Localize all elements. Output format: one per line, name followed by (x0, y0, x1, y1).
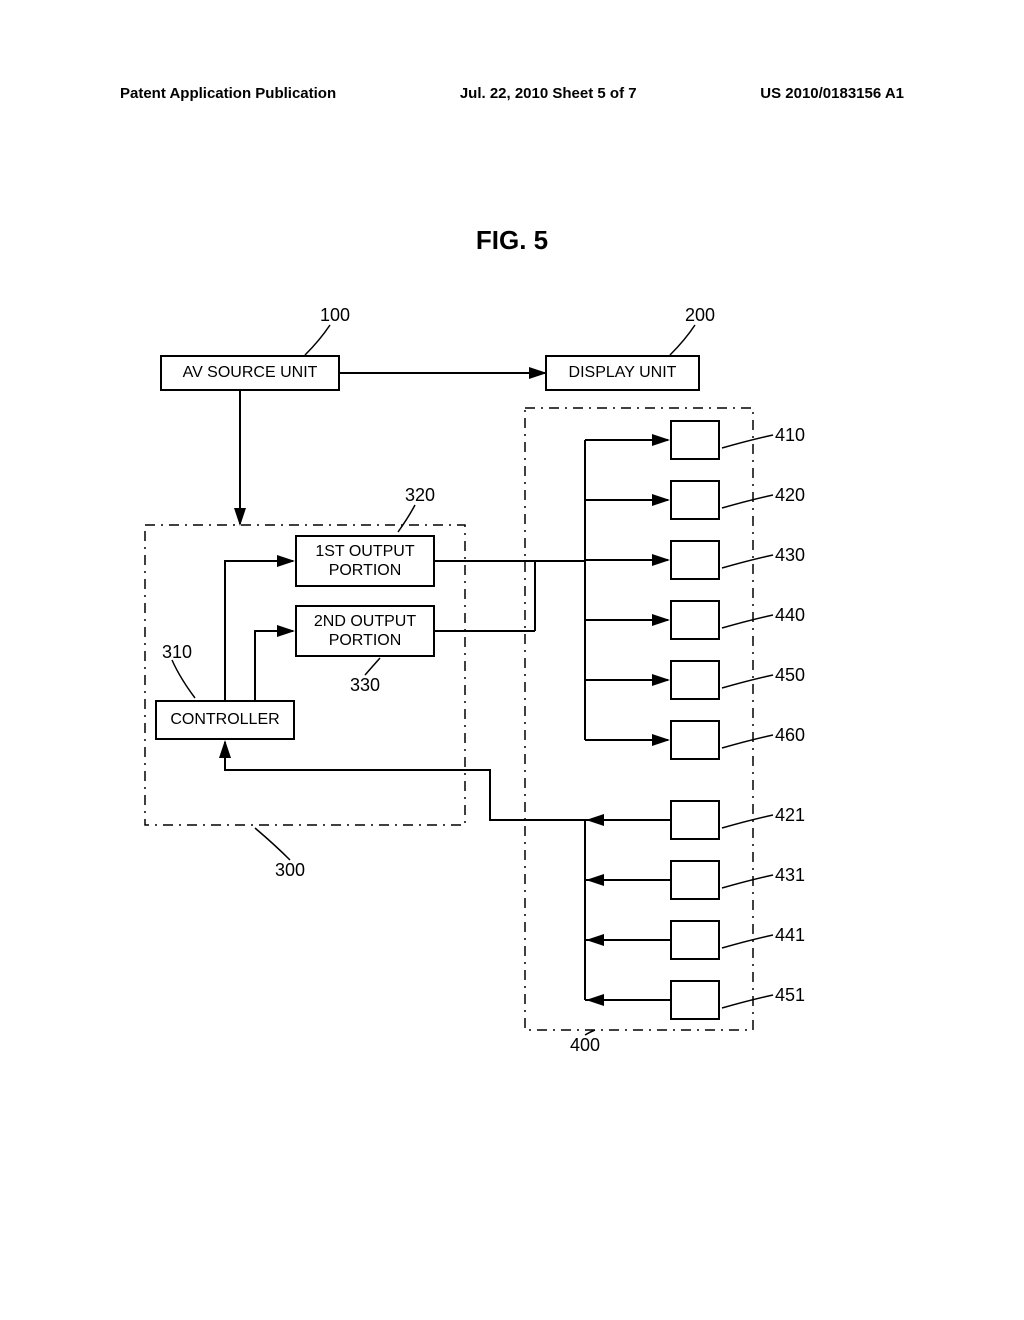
box-451 (670, 980, 720, 1020)
display-label: DISPLAY UNIT (569, 363, 677, 382)
ref-441: 441 (775, 925, 805, 946)
header-left: Patent Application Publication (120, 85, 336, 102)
display-box: DISPLAY UNIT (545, 355, 700, 391)
out1-label: 1ST OUTPUT PORTION (315, 542, 414, 580)
ref-451: 451 (775, 985, 805, 1006)
controller-box: CONTROLLER (155, 700, 295, 740)
out2-box: 2ND OUTPUT PORTION (295, 605, 435, 657)
ref-330: 330 (350, 675, 380, 696)
box-431 (670, 860, 720, 900)
box-441 (670, 920, 720, 960)
ref-450: 450 (775, 665, 805, 686)
ref-430: 430 (775, 545, 805, 566)
box-410 (670, 420, 720, 460)
ref-320: 320 (405, 485, 435, 506)
box-420 (670, 480, 720, 520)
ref-431: 431 (775, 865, 805, 886)
ref-300: 300 (275, 860, 305, 881)
out1-box: 1ST OUTPUT PORTION (295, 535, 435, 587)
ref-421: 421 (775, 805, 805, 826)
box-450 (670, 660, 720, 700)
controller-label: CONTROLLER (170, 710, 279, 729)
wiring-svg (140, 300, 880, 1040)
header-center: Jul. 22, 2010 Sheet 5 of 7 (460, 85, 637, 102)
ref-420: 420 (775, 485, 805, 506)
av-source-label: AV SOURCE UNIT (183, 363, 318, 382)
diagram-container: AV SOURCE UNIT DISPLAY UNIT 1ST OUTPUT P… (140, 300, 880, 1040)
box-421 (670, 800, 720, 840)
box-460 (670, 720, 720, 760)
box-430 (670, 540, 720, 580)
ref-410: 410 (775, 425, 805, 446)
figure-title: FIG. 5 (0, 225, 1024, 256)
ref-100: 100 (320, 305, 350, 326)
box-440 (670, 600, 720, 640)
page-header: Patent Application Publication Jul. 22, … (120, 85, 904, 102)
ref-440: 440 (775, 605, 805, 626)
av-source-box: AV SOURCE UNIT (160, 355, 340, 391)
out2-label: 2ND OUTPUT PORTION (314, 612, 416, 650)
ref-400: 400 (570, 1035, 600, 1056)
header-right: US 2010/0183156 A1 (760, 85, 904, 102)
ref-310: 310 (162, 642, 192, 663)
ref-200: 200 (685, 305, 715, 326)
ref-460: 460 (775, 725, 805, 746)
